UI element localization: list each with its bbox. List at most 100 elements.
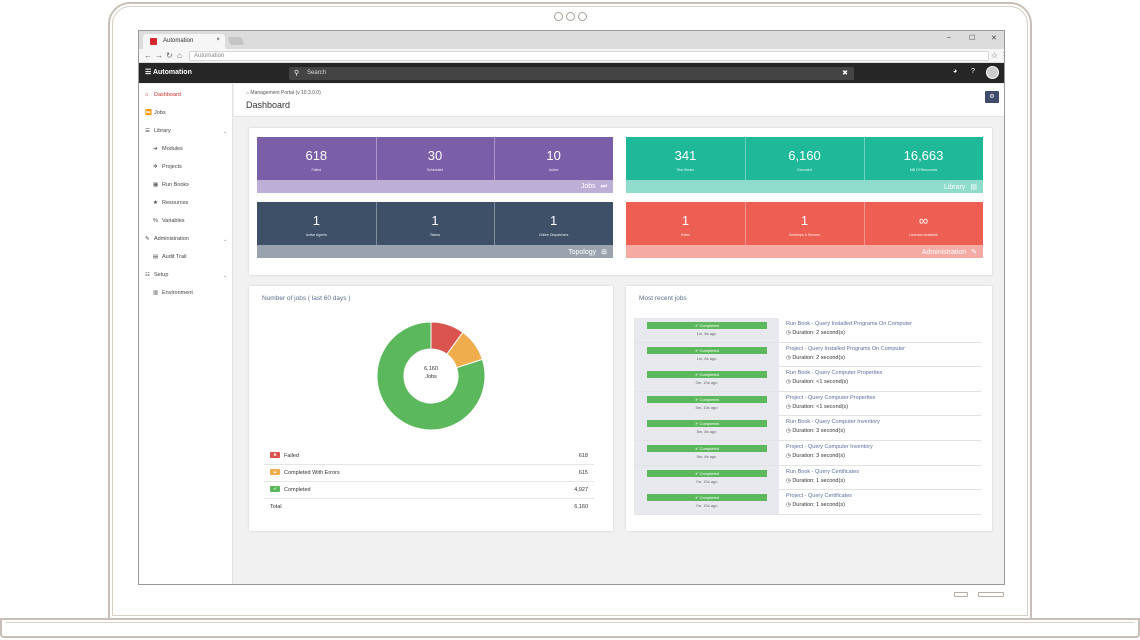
status-text: Completed — [699, 470, 719, 476]
check-icon: ✔ — [695, 446, 700, 451]
app-title[interactable]: ☰ Automation — [145, 68, 192, 76]
administration-stat[interactable]: 1 Roles — [626, 202, 745, 245]
administration-stat[interactable]: ∞ Licenses Available — [864, 202, 983, 245]
library-stat-label: Executed — [797, 168, 812, 172]
legend-row[interactable]: ✖ Failed 618 — [264, 448, 594, 465]
library-stat[interactable]: 16,663 MB Of Resources — [864, 137, 983, 180]
recent-job-row[interactable]: ✔ Completed 7m, 10s ago Project - Query Ce… — [634, 490, 981, 515]
sidebar-item-library[interactable]: ☰ Library — [145, 128, 171, 134]
camera-dot-icon — [578, 12, 587, 21]
sidebar-item-label: Library — [154, 128, 171, 134]
topology-tile-footer[interactable]: Topology ⊞ — [257, 245, 613, 258]
administration-stat[interactable]: 1 Desktops & Servers — [745, 202, 864, 245]
donut-slice-completed[interactable] — [376, 321, 486, 431]
home-icon[interactable]: ⌂ — [177, 51, 182, 60]
library-tile-footer[interactable]: Library ▤ — [626, 180, 983, 193]
browser-menu-icon[interactable]: ⋮ — [1000, 51, 1004, 60]
job-timestamp: 1m, 8s ago — [696, 355, 717, 361]
library-stat-value: 16,663 — [903, 148, 944, 163]
donut-center-label: Jobs — [425, 374, 437, 380]
sidebar-item-environment[interactable]: ▥ Environment — [153, 290, 193, 296]
legend-row[interactable]: ✔ Completed 4,927 — [264, 482, 594, 499]
back-arrow-icon[interactable]: ← — [144, 51, 152, 60]
sidebar-item-setup[interactable]: ☷ Setup — [145, 272, 168, 278]
bookmark-star-icon[interactable]: ☆ — [991, 51, 999, 60]
sidebar-item-run-books[interactable]: ▦ Run Books — [153, 182, 189, 188]
chevron-down-icon[interactable]: ⌄ — [223, 273, 228, 279]
library-stat[interactable]: 341 Run Books — [626, 137, 745, 180]
search-input[interactable]: Search — [307, 70, 327, 76]
job-name-link[interactable]: Run Book - Query Certificates — [786, 468, 860, 475]
job-name-link[interactable]: Project - Query Computer Properties — [786, 394, 876, 401]
sidebar-item-audit-trail[interactable]: ▤ Audit Trail — [153, 254, 186, 260]
library-stat-value: 6,160 — [788, 148, 821, 163]
recent-job-row[interactable]: ✔ Completed 1m, 8s ago Run Book - Query In… — [634, 318, 981, 343]
jobs-tile-footer[interactable]: Jobs ⏭ — [257, 180, 613, 193]
search-bar[interactable]: ⚲ Search ✖ — [289, 67, 854, 80]
browser-tab[interactable]: Automation × — [143, 34, 225, 49]
user-avatar[interactable] — [986, 66, 999, 79]
minimize-button[interactable]: – — [947, 34, 951, 41]
camera-dot-icon — [554, 12, 563, 21]
sidebar-item-projects[interactable]: ✲ Projects — [153, 164, 182, 170]
new-tab-button[interactable] — [227, 37, 245, 45]
window-close-button[interactable]: ✕ — [991, 35, 997, 42]
job-name-link[interactable]: Run Book - Query Computer Inventory — [786, 419, 880, 426]
chevron-down-icon[interactable]: ⌄ — [223, 129, 228, 135]
sidebar-item-label: Setup — [154, 272, 169, 278]
status-badge: ✔ Completed — [647, 371, 767, 379]
sidebar-item-modules[interactable]: ➔ Modules — [153, 146, 183, 152]
check-icon: ✔ — [695, 396, 700, 402]
jobs-stat[interactable]: 618 Failed — [257, 137, 376, 180]
recent-job-row[interactable]: ✔ Completed 7m, 10s ago Run Book - Query C… — [634, 465, 981, 491]
recent-job-row[interactable]: ✔ Completed 5m, 8s ago Project - Query Com… — [634, 441, 981, 466]
job-name-link[interactable]: Run Book - Query Installed Programs On C… — [786, 321, 912, 327]
library-stat[interactable]: 6,160 Executed — [745, 137, 864, 180]
breadcrumb-label: Management Portal (v 10.3.0.0) — [250, 90, 321, 96]
topology-stat[interactable]: 1 Teams — [376, 202, 495, 245]
jobs-tile[interactable]: 618 Failed 30 Scheduled 10 Active Jobs ⏭ — [257, 137, 613, 193]
recent-job-row[interactable]: ✔ Completed 3m, 10s ago Run Book - Query C… — [634, 367, 981, 392]
job-name-link[interactable]: Run Book - Query Computer Properties — [786, 370, 883, 377]
legend-row[interactable]: ▲ Completed With Errors 615 — [264, 465, 594, 482]
settings-button[interactable]: ⚙ — [985, 91, 999, 103]
status-badge: ✔ Completed — [647, 494, 767, 502]
sidebar-item-dashboard[interactable]: ⌂ Dashboard — [145, 92, 181, 98]
recent-job-row[interactable]: ✔ Completed 1m, 8s ago Project - Query Ins… — [634, 342, 981, 368]
maximize-button[interactable]: ☐ — [969, 35, 976, 42]
chevron-down-icon[interactable]: ⌄ — [223, 237, 228, 243]
hamburger-menu-icon[interactable]: ☰ — [145, 69, 152, 76]
browser-tab-title: Automation — [163, 38, 194, 44]
topology-stat[interactable]: 1 Active Agents — [257, 202, 376, 245]
recent-job-row[interactable]: ✔ Completed 5m, 8s ago Run Book - Query Co… — [634, 416, 981, 441]
sidebar-item-jobs[interactable]: ⏩ Jobs — [145, 110, 166, 116]
audit-icon: ▤ — [153, 254, 159, 260]
sidebar-item-administration[interactable]: ✎ Administration — [145, 236, 189, 242]
help-icon[interactable]: ? — [971, 68, 975, 75]
job-timestamp: 7m, 10s ago — [695, 478, 718, 484]
administration-tile-footer[interactable]: Administration ✎ — [626, 245, 983, 258]
sidebar-item-variables[interactable]: % Variables — [153, 218, 185, 224]
administration-tile[interactable]: 1 Roles 1 Desktops & Servers ∞ Licenses Avail… — [626, 202, 983, 258]
status-badge: ✔ Completed — [647, 420, 767, 428]
reload-icon[interactable]: ↻ — [166, 51, 173, 60]
jobs-stat-value: 618 — [305, 148, 328, 163]
topology-tile[interactable]: 1 Active Agents 1 Teams 1 Online Dispatchers T… — [257, 202, 613, 258]
breadcrumb[interactable]: ⌂ Management Portal (v 10.3.0.0) — [246, 90, 321, 96]
address-bar[interactable]: Automation — [189, 51, 989, 61]
sidebar-item-resources[interactable]: ★ Resources — [153, 200, 188, 206]
jobs-stat[interactable]: 30 Scheduled — [376, 137, 495, 180]
search-clear-icon[interactable]: ✖ — [842, 70, 848, 77]
camera-dot-icon — [566, 12, 575, 21]
recent-job-row[interactable]: ✔ Completed 3m, 10s ago Project - Query Co… — [634, 391, 981, 417]
topology-stat[interactable]: 1 Online Dispatchers — [494, 202, 613, 245]
tab-close-icon[interactable]: × — [216, 37, 220, 43]
status-text: Completed — [699, 372, 719, 378]
jobs-stat[interactable]: 10 Active — [494, 137, 613, 180]
library-tile[interactable]: 341 Run Books 6,160 Executed 16,663 MB Of Res… — [626, 137, 983, 193]
job-name-link[interactable]: Project - Query Computer Inventory — [786, 444, 873, 450]
forward-arrow-icon[interactable]: → — [155, 51, 163, 60]
job-name-link[interactable]: Project - Query Installed Programs On Co… — [786, 345, 905, 352]
globe-icon[interactable]: ◕ — [953, 68, 958, 75]
job-name-link[interactable]: Project - Query Certificates — [786, 493, 853, 500]
